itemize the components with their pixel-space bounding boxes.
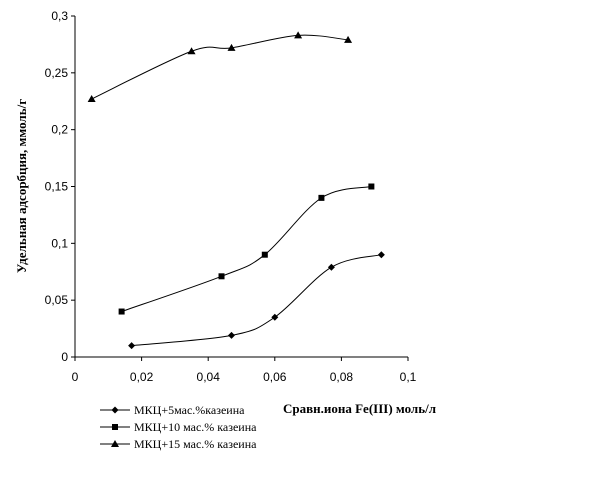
- data-point-triangle: [344, 35, 353, 43]
- legend-item: МКЦ+10 мас.% казеина: [100, 420, 257, 434]
- data-point-square: [218, 273, 225, 280]
- legend: МКЦ+5мас.%казеина МКЦ+10 мас.% казеина МКЦ…: [100, 403, 257, 451]
- data-point-square: [318, 194, 325, 201]
- legend-label: МКЦ+10 мас.% казеина: [134, 420, 257, 434]
- data-point-triangle: [294, 31, 303, 39]
- x-tick-label: 0,04: [197, 370, 221, 384]
- series-3: [87, 31, 353, 102]
- data-point-diamond: [228, 331, 236, 339]
- y-tick-label: 0,3: [51, 9, 68, 23]
- y-tick-label: 0,2: [51, 123, 68, 137]
- series-line: [121, 186, 372, 313]
- legend-label: МКЦ+5мас.%казеина: [134, 403, 245, 417]
- data-point-square: [118, 308, 125, 315]
- series-layer: [87, 31, 385, 350]
- legend-marker-diamond: [111, 406, 119, 414]
- series-2: [118, 183, 375, 315]
- data-point-triangle: [227, 43, 236, 51]
- y-axis-ticks: 0 0,05 0,1 0,15 0,2 0,25 0,3: [45, 9, 75, 364]
- data-point-square: [368, 183, 375, 190]
- y-tick-label: 0,25: [45, 66, 69, 80]
- x-tick-label: 0,1: [400, 370, 417, 384]
- x-axis-title: Сравн.иона Fe(III) моль/л: [283, 401, 436, 416]
- x-axis-ticks: 0 0,02 0,04 0,06 0,08 0,1: [72, 357, 417, 384]
- legend-item: МКЦ+15 мас.% казеина: [100, 437, 257, 451]
- axes: [74, 16, 408, 358]
- data-point-triangle: [87, 94, 96, 102]
- legend-label: МКЦ+15 мас.% казеина: [134, 437, 257, 451]
- legend-marker-square: [112, 424, 118, 430]
- y-tick-label: 0,15: [45, 180, 69, 194]
- data-point-diamond: [128, 342, 136, 350]
- x-tick-label: 0,06: [263, 370, 287, 384]
- x-tick-label: 0: [72, 370, 79, 384]
- legend-marker-triangle: [111, 440, 119, 447]
- y-tick-label: 0,1: [51, 236, 68, 250]
- data-point-diamond: [327, 263, 335, 271]
- y-axis-title: Удельная адсорбция, ммоль/г: [14, 99, 29, 273]
- data-point-diamond: [377, 251, 385, 259]
- data-point-diamond: [271, 313, 279, 321]
- series-line: [131, 254, 382, 347]
- x-tick-label: 0,02: [130, 370, 154, 384]
- data-point-triangle: [187, 47, 196, 55]
- x-tick-label: 0,08: [330, 370, 354, 384]
- data-point-square: [261, 251, 268, 258]
- series-line: [91, 34, 349, 100]
- y-tick-label: 0: [61, 350, 68, 364]
- series-1: [128, 251, 385, 350]
- legend-item: МКЦ+5мас.%казеина: [100, 403, 245, 417]
- y-tick-label: 0,05: [45, 293, 69, 307]
